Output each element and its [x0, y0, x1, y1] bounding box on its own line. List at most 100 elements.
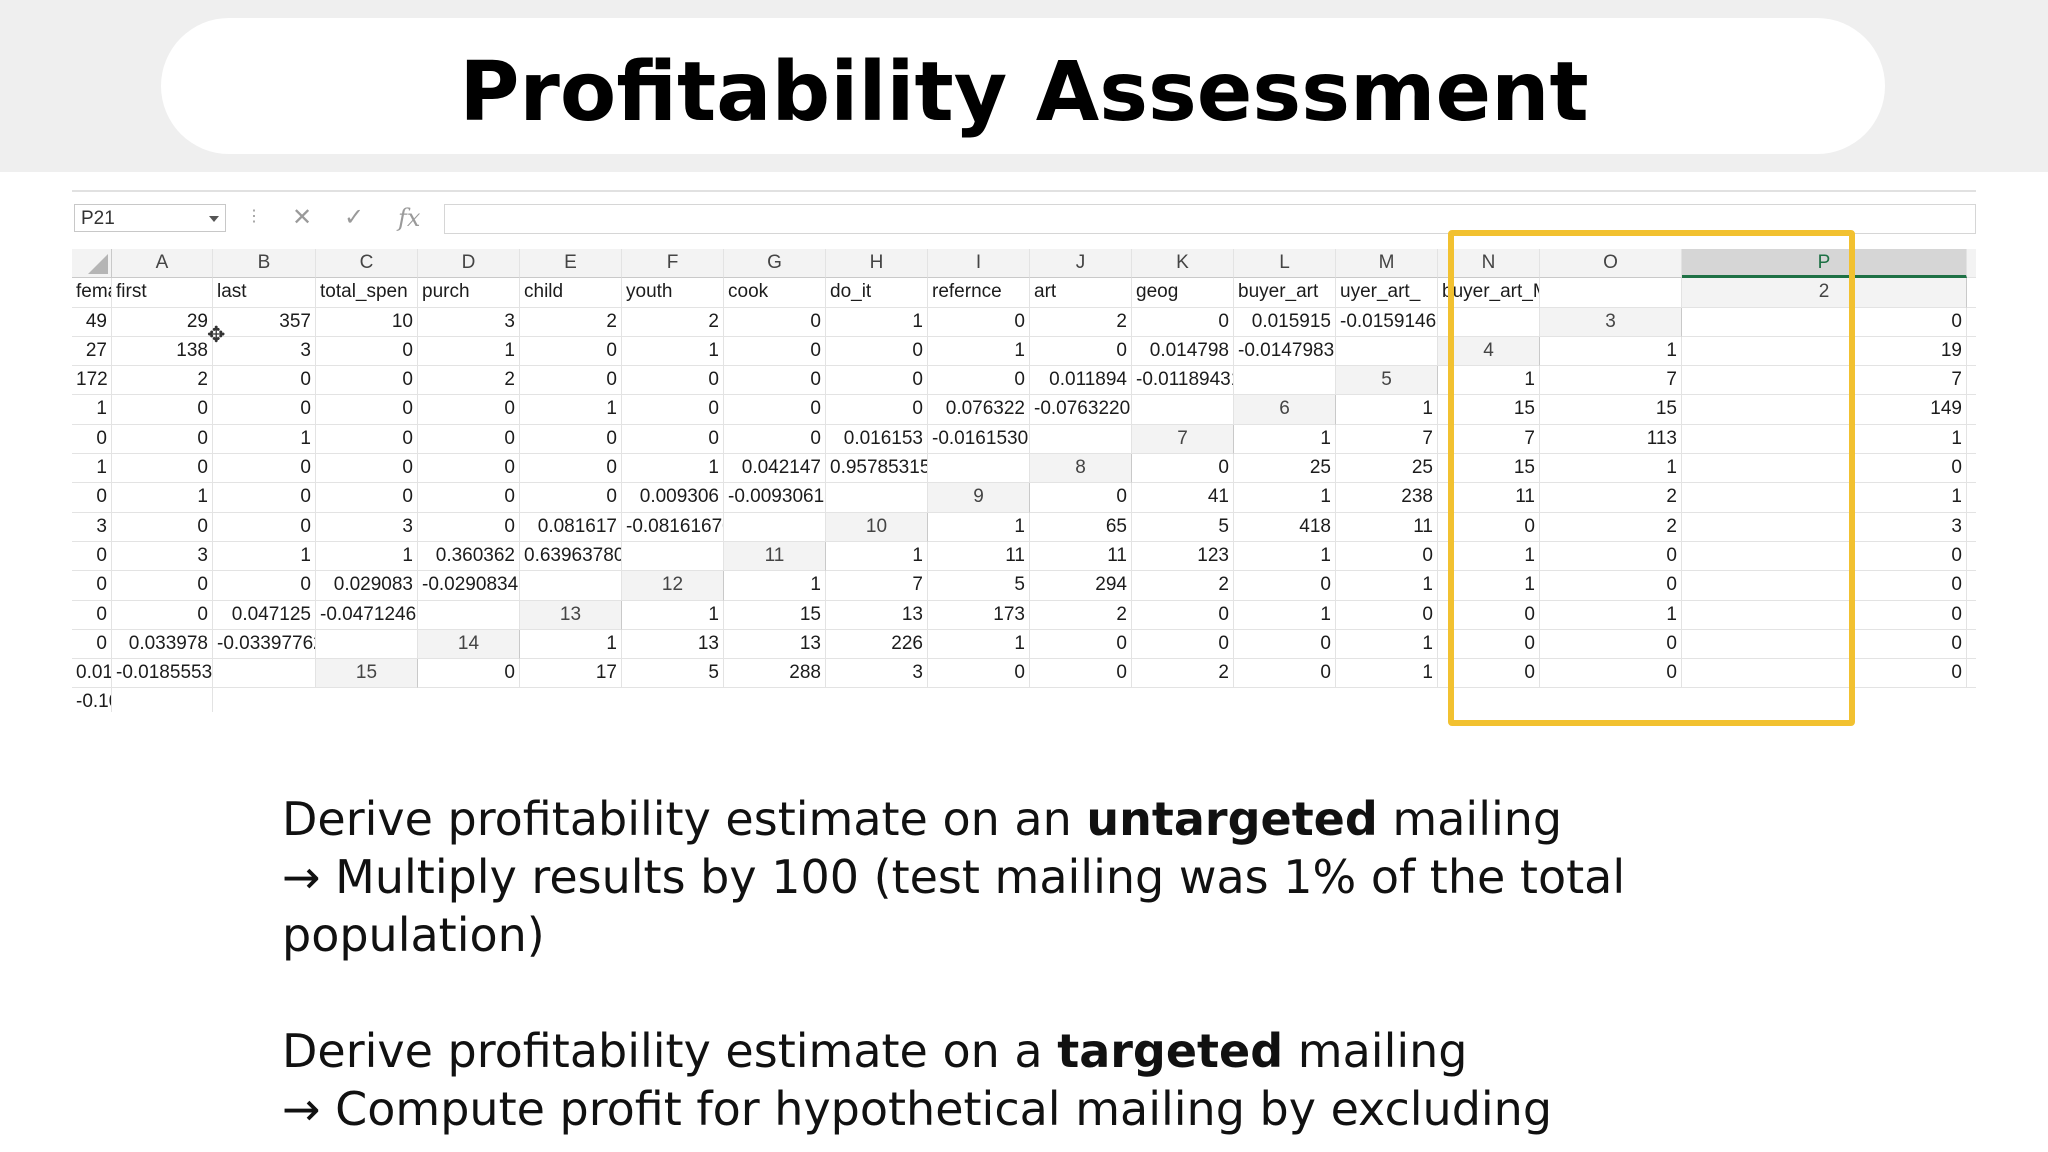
cell[interactable]: 10: [316, 307, 418, 337]
row-header[interactable]: 3: [1540, 307, 1682, 337]
cell[interactable]: 7: [1438, 424, 1540, 455]
cell[interactable]: 0: [72, 483, 112, 513]
cell[interactable]: 1: [826, 541, 928, 572]
row-header[interactable]: 11: [724, 541, 826, 572]
cell[interactable]: 0: [826, 366, 928, 396]
cell[interactable]: 1: [928, 512, 1030, 542]
cell[interactable]: 2: [1967, 483, 1976, 513]
cell[interactable]: 0: [1540, 659, 1682, 689]
cell[interactable]: 2: [520, 307, 622, 337]
column-header-h[interactable]: H: [826, 249, 928, 279]
cell[interactable]: 238: [1336, 483, 1438, 513]
drag-handle-icon[interactable]: ⋮: [246, 208, 262, 225]
cell[interactable]: 0: [928, 307, 1030, 337]
cell[interactable]: 0: [724, 336, 826, 367]
cell[interactable]: -0.047124621: [316, 600, 418, 630]
cell[interactable]: 5: [622, 659, 724, 689]
cell[interactable]: 0.033978: [112, 629, 213, 660]
header-cell[interactable]: total_spen: [316, 278, 418, 308]
cell[interactable]: 0.639637807: [520, 541, 622, 572]
cell[interactable]: 0: [1336, 541, 1438, 572]
cell[interactable]: 0: [826, 395, 928, 425]
cell[interactable]: 0: [72, 600, 112, 630]
column-header-p[interactable]: P: [1682, 249, 1967, 279]
cell[interactable]: 13: [622, 629, 724, 660]
cell[interactable]: 0: [622, 424, 724, 455]
cell[interactable]: 15: [1438, 395, 1540, 425]
cell[interactable]: 3: [418, 307, 520, 337]
cell[interactable]: 0: [112, 571, 213, 601]
row-header[interactable]: 4: [1438, 336, 1540, 367]
cell[interactable]: 2: [418, 366, 520, 396]
row-header[interactable]: 1: [1967, 249, 1976, 279]
cell[interactable]: 11: [1030, 541, 1132, 572]
cell[interactable]: 288: [724, 659, 826, 689]
header-cell[interactable]: female: [72, 278, 112, 308]
cell[interactable]: 1: [418, 336, 520, 367]
cell[interactable]: 25: [1234, 454, 1336, 484]
header-cell[interactable]: uyer_art_: [1336, 278, 1438, 308]
cell[interactable]: 0.957853157: [826, 454, 928, 484]
cell[interactable]: 0.105391: [1967, 659, 1976, 689]
cell[interactable]: 0: [1336, 600, 1438, 630]
cell[interactable]: 1: [520, 395, 622, 425]
cell[interactable]: [213, 659, 316, 689]
cell[interactable]: 1: [1682, 483, 1967, 513]
chevron-down-icon[interactable]: [209, 216, 219, 222]
cell[interactable]: 1: [72, 454, 112, 484]
cell[interactable]: [1336, 336, 1438, 367]
cancel-icon[interactable]: ✕: [292, 204, 313, 231]
column-header-m[interactable]: M: [1336, 249, 1438, 279]
cell[interactable]: 172: [72, 366, 112, 396]
cell[interactable]: [1132, 395, 1234, 425]
cell[interactable]: 0: [316, 395, 418, 425]
cell[interactable]: 7: [826, 571, 928, 601]
cell[interactable]: 0: [520, 424, 622, 455]
cell[interactable]: 11: [928, 541, 1030, 572]
cell[interactable]: 0: [724, 424, 826, 455]
cell[interactable]: -0.011894313: [1132, 366, 1234, 396]
cell[interactable]: 0: [1682, 571, 1967, 601]
cell[interactable]: 0.042147: [724, 454, 826, 484]
cell[interactable]: 0: [1967, 571, 1976, 601]
cell[interactable]: 294: [1030, 571, 1132, 601]
cell[interactable]: 0.016153: [826, 424, 928, 455]
cell[interactable]: 1: [1234, 600, 1336, 630]
cell[interactable]: -0.105391273: [72, 688, 112, 712]
cell[interactable]: 0: [1682, 629, 1967, 660]
row-header[interactable]: 10: [826, 512, 928, 542]
cell[interactable]: 0: [1682, 600, 1967, 630]
cell[interactable]: 0: [1234, 629, 1336, 660]
cell[interactable]: 0: [213, 571, 316, 601]
cell[interactable]: 0: [72, 571, 112, 601]
cell[interactable]: 0: [1030, 629, 1132, 660]
cell[interactable]: 1: [1336, 659, 1438, 689]
cell[interactable]: 3: [213, 336, 316, 367]
cell[interactable]: 2: [622, 307, 724, 337]
header-cell[interactable]: geog: [1132, 278, 1234, 308]
cell[interactable]: 1: [1336, 629, 1438, 660]
cell[interactable]: 0: [418, 454, 520, 484]
cell[interactable]: 7: [1682, 366, 1967, 396]
cell[interactable]: -0.029083417: [418, 571, 520, 601]
cell[interactable]: 1: [1682, 424, 1967, 455]
function-icon[interactable]: fx: [398, 204, 421, 232]
cell[interactable]: 123: [1132, 541, 1234, 572]
cell[interactable]: 0: [72, 629, 112, 660]
cell[interactable]: 357: [213, 307, 316, 337]
cell[interactable]: 2: [1540, 483, 1682, 513]
cell[interactable]: 0: [1540, 629, 1682, 660]
cell[interactable]: 0: [1682, 541, 1967, 572]
cell[interactable]: 0: [213, 512, 316, 542]
cell[interactable]: 1: [1234, 424, 1336, 455]
cell[interactable]: 226: [826, 629, 928, 660]
cell[interactable]: 0: [1967, 454, 1976, 484]
header-cell[interactable]: first: [112, 278, 213, 308]
cell[interactable]: 1: [1540, 600, 1682, 630]
cell[interactable]: 0: [622, 366, 724, 396]
column-header-d[interactable]: D: [418, 249, 520, 279]
cell[interactable]: 1: [622, 454, 724, 484]
cell[interactable]: -0.081616709: [622, 512, 724, 542]
cell[interactable]: 0.009306: [622, 483, 724, 513]
cell[interactable]: 0: [316, 336, 418, 367]
